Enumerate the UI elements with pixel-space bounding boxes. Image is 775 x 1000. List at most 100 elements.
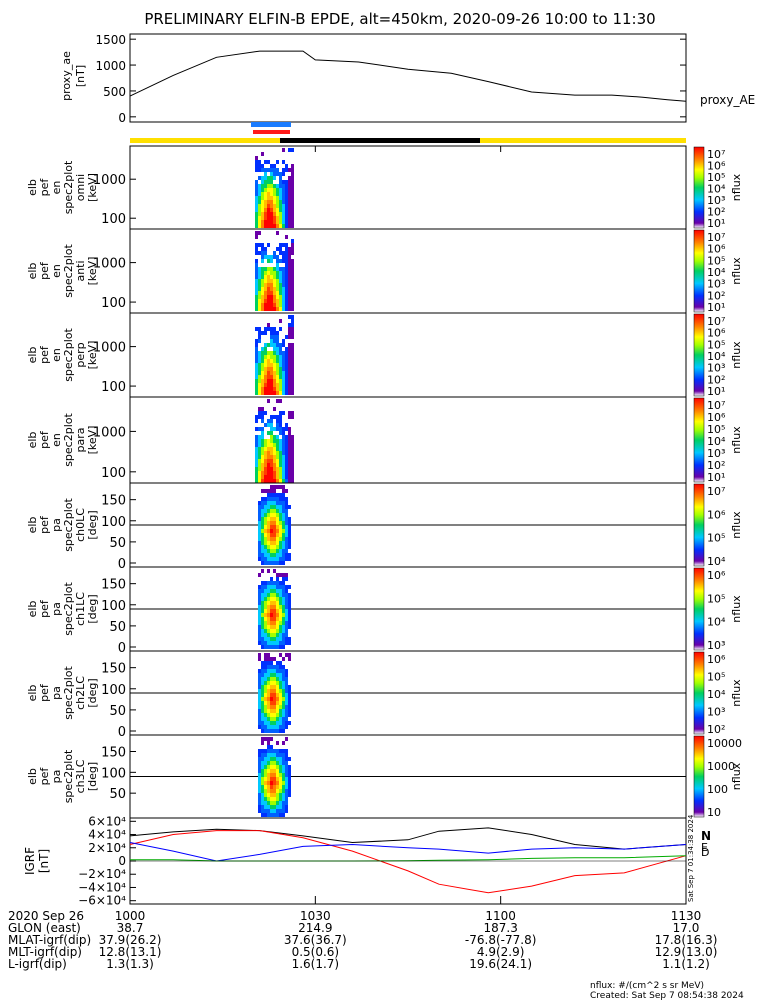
spectrogram-cell [264,589,267,593]
colorbar-tick-label: 10⁷ [707,148,725,161]
colorbar-gradient [693,735,705,818]
spectrogram-cell [264,271,267,275]
spectrogram-cell [282,427,285,431]
spectrogram-cell [267,375,270,379]
spectrogram-cell [285,379,288,383]
spectrogram-cell [270,283,273,287]
spectrogram-cell [273,605,276,609]
panel-ylabel: pef [38,261,51,280]
spectrogram-cell [285,749,288,753]
spectrogram-cell [270,180,273,184]
spectrogram-cell [285,509,288,513]
spectrogram-cell [288,657,291,661]
spectrogram-cell [279,485,282,489]
footer-row-value: 37.6(36.7) [284,933,347,947]
spectrogram-cell [273,501,276,505]
spectrogram-cell [270,359,273,363]
ae-ylabel-1: proxy_ae [60,51,73,101]
spectrogram-cell [264,673,267,677]
spectrogram-cell [267,637,270,641]
spectrogram-cell [270,275,273,279]
spectrogram-cell [288,689,291,693]
spectrogram-cell [267,709,270,713]
spectrogram-cell [282,455,285,459]
spectrogram-cell [276,545,279,549]
spectrogram-cell [267,208,270,212]
spectrogram-cell [258,545,261,549]
spectrogram-cell [291,327,294,331]
spectrogram-cell [261,705,264,709]
spectrogram-cell [267,517,270,521]
igrf-tick-label: 2×10⁴ [88,841,126,855]
spectrogram-cell [282,160,285,164]
spectrogram-cell [279,573,282,577]
spectrogram-cell [282,797,285,801]
spectrogram-cell [255,371,258,375]
panel-ylabel: [keV] [86,257,99,286]
spectrogram-cell [267,275,270,279]
spectrogram-cell [288,192,291,196]
spectrogram-cell [282,224,285,228]
spectrogram-cell [276,517,279,521]
spectrogram-cell [258,407,261,411]
spectrogram-cell [282,669,285,673]
spectrogram-cell [279,669,282,673]
spectrogram-cell [258,279,261,283]
spectrogram-cell [270,479,273,483]
colorbar-label: nflux [730,595,743,623]
spectrogram-cell [288,371,291,375]
spectrogram-cell [261,216,264,220]
spectrogram-cell [285,549,288,553]
spectrogram-cell [261,689,264,693]
spectrogram-cell [258,196,261,200]
spectrogram-cell [258,291,261,295]
spectrogram-cell [264,479,267,483]
spectrogram-cell [270,371,273,375]
spectrogram-cell [261,621,264,625]
tick-label: 0 [118,725,126,740]
spectrogram-cell [273,335,276,339]
spectrogram-cell [270,216,273,220]
panel-ylabel: elb [26,517,39,534]
spectrogram-cell [291,391,294,395]
spectrogram-cell [267,399,270,403]
spectrogram-cell [270,467,273,471]
tick-label: 50 [109,620,126,635]
spectrogram-cell [282,581,285,585]
spectrogram-cell [282,271,285,275]
spectrogram-cell [264,553,267,557]
spectrogram-cell [279,781,282,785]
spectrogram-cell [267,793,270,797]
spectrogram-cell [288,505,291,509]
spectrogram-cell [270,789,273,793]
spectrogram-cell [288,291,291,295]
spectrogram-cell [264,689,267,693]
footer-row-value: 38.7 [117,921,144,935]
spectrogram-cell [258,415,261,419]
spectrogram-cell [279,259,282,263]
spectrogram-cell [291,459,294,463]
spectrogram-cell [285,705,288,709]
spectrogram-cell [273,459,276,463]
spectrogram-cell [267,693,270,697]
spectrogram-cell [267,188,270,192]
spectrogram-cell [285,801,288,805]
spectrogram-cell [270,645,273,649]
panel-ylabel: spec2plot [62,413,75,467]
spectrogram-cell [285,505,288,509]
spectrogram-cell [282,192,285,196]
spectrogram-cell [270,797,273,801]
spectrogram-cell [258,537,261,541]
spectrogram-cell [258,609,261,613]
spectrogram-cell [282,255,285,259]
spectrogram-cell [264,813,267,817]
spectrogram-cell [270,307,273,311]
spectrogram-cell [285,255,288,259]
panel-ylabel: pef [38,767,51,786]
spectrogram-cell [270,577,273,581]
eclipse-bar-black [280,138,480,143]
spectrogram-cell [276,661,279,665]
spectrogram-cell [264,629,267,633]
spectrogram-cell [273,601,276,605]
